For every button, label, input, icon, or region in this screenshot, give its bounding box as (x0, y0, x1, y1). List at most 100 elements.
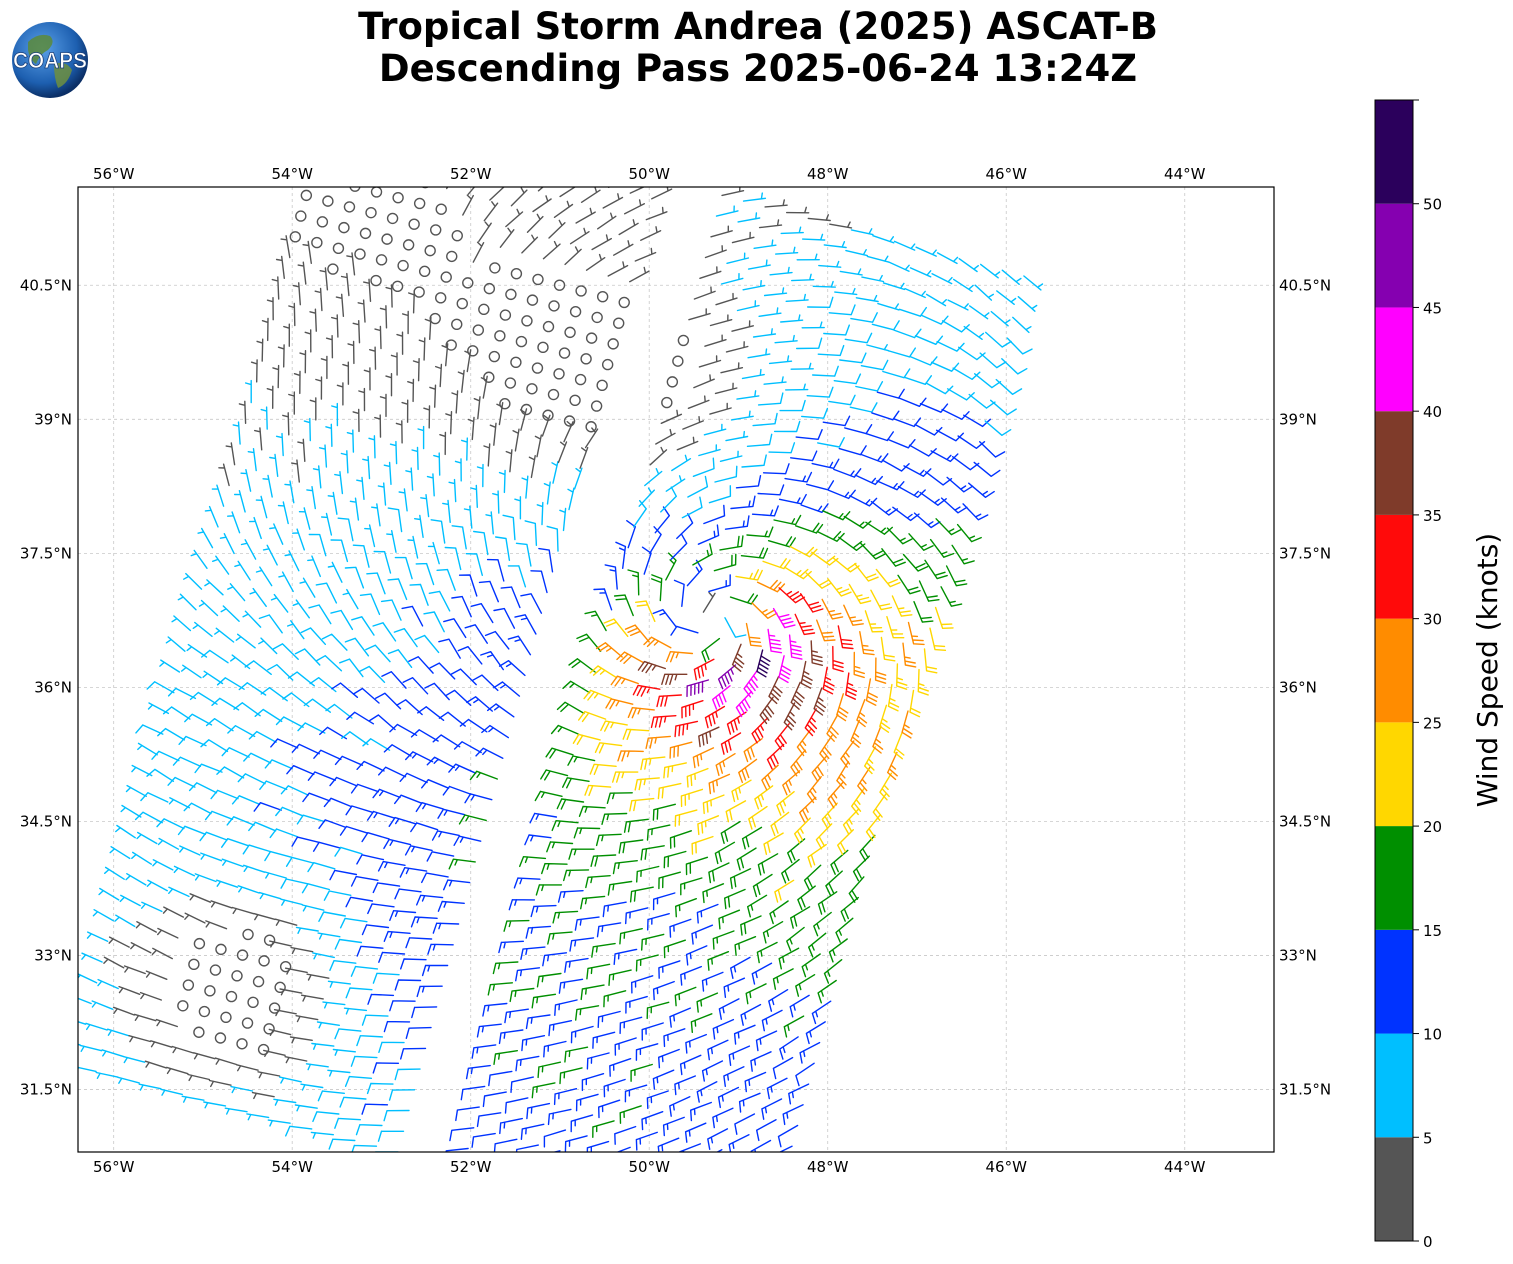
wind-barb (817, 979, 837, 1004)
wind-barb (453, 835, 482, 846)
wind-barb (682, 416, 704, 430)
wind-barb (763, 832, 784, 855)
wind-barb (363, 367, 371, 391)
lon-tick-label-top: 50°W (629, 165, 671, 183)
calm-marker (220, 1011, 232, 1023)
wind-barb (887, 683, 900, 712)
wind-barb (410, 729, 439, 742)
wind-barb (663, 850, 687, 869)
calm-marker (370, 187, 383, 198)
lat-tick-label-right: 39°N (1279, 410, 1317, 428)
wind-barb (698, 355, 722, 368)
wind-barb (735, 690, 753, 718)
calm-marker (413, 286, 425, 298)
wind-barb (946, 388, 975, 401)
wind-barb (665, 552, 677, 581)
wind-barb (493, 607, 516, 629)
wind-barb (693, 658, 715, 681)
wind-barb (813, 911, 832, 937)
wind-barb (264, 759, 293, 770)
wind-barb (750, 1139, 772, 1152)
wind-barb (312, 465, 322, 489)
wind-barb (801, 407, 829, 419)
wind-barb (269, 828, 298, 839)
wind-barb (356, 945, 384, 957)
wind-barb (815, 823, 833, 850)
wind-barb (919, 403, 949, 413)
calm-marker (300, 189, 313, 202)
logo-text: COAPS (13, 48, 87, 73)
wind-barb (723, 1066, 745, 1087)
wind-barb (832, 645, 844, 673)
wind-barb (98, 887, 120, 901)
wind-barb (731, 779, 752, 803)
wind-barb (316, 1021, 340, 1029)
wind-barb (665, 475, 686, 492)
wind-barb (624, 1084, 648, 1103)
wind-barb (312, 841, 341, 852)
wind-barb (256, 338, 264, 362)
wind-barb (758, 219, 783, 229)
wind-barb (461, 437, 468, 461)
wind-barb (548, 1020, 573, 1037)
wind-barb (783, 1015, 805, 1038)
wind-barb (613, 594, 634, 617)
wind-barb (805, 572, 832, 589)
wind-barb (356, 476, 365, 500)
wind-barb (641, 1022, 664, 1041)
wind-barb (774, 723, 790, 751)
wind-barb (407, 535, 419, 559)
wind-barb (351, 1144, 378, 1152)
wind-barb (871, 320, 900, 331)
wind-barb (801, 953, 821, 978)
wind-barb (487, 982, 513, 996)
wind-barb (569, 937, 595, 952)
wind-barb (789, 545, 818, 558)
wind-barb (707, 1039, 729, 1061)
wind-barb (680, 877, 703, 896)
wind-barb (451, 390, 459, 414)
wind-barb (584, 784, 612, 797)
wind-barb (203, 1101, 227, 1109)
wind-barb (767, 536, 796, 548)
wind-barb (266, 385, 274, 409)
lat-tick-label-left: 40.5°N (20, 276, 72, 294)
wind-barb (646, 1090, 669, 1110)
wind-barb (690, 1013, 713, 1033)
wind-barb (334, 846, 363, 857)
wind-barb (131, 764, 153, 777)
wind-barb (756, 579, 786, 593)
wind-barb (823, 324, 850, 336)
lat-tick-label-right: 31.5°N (1279, 1080, 1331, 1098)
wind-barb (724, 1155, 744, 1175)
wind-barb (288, 391, 295, 415)
wind-barb (470, 484, 478, 508)
wind-barb (608, 187, 611, 188)
wind-barb (351, 616, 375, 636)
wind-barb (366, 810, 396, 821)
wind-barb (524, 834, 552, 846)
wind-barb (715, 205, 739, 217)
wind-barb (714, 465, 738, 483)
wind-barb (231, 795, 261, 805)
wind-barb (171, 615, 192, 632)
wind-barb (848, 876, 865, 903)
wind-barb (661, 673, 688, 685)
wind-barb (330, 609, 354, 631)
wind-barb (277, 501, 289, 525)
wind-barb (280, 785, 309, 796)
wind-barb (444, 546, 462, 571)
wind-barb (591, 942, 616, 958)
wind-barb (399, 867, 428, 878)
wind-barb (669, 1096, 691, 1117)
wind-barb (465, 1064, 491, 1080)
wind-barb (381, 671, 407, 689)
wind-barb (738, 758, 758, 783)
wind-barb (796, 253, 820, 261)
wind-barb (893, 240, 916, 251)
wind-barb (262, 474, 273, 498)
wind-barb (692, 747, 715, 769)
wind-barb (881, 548, 906, 567)
wind-barb (383, 744, 412, 757)
wind-barb (426, 473, 435, 497)
